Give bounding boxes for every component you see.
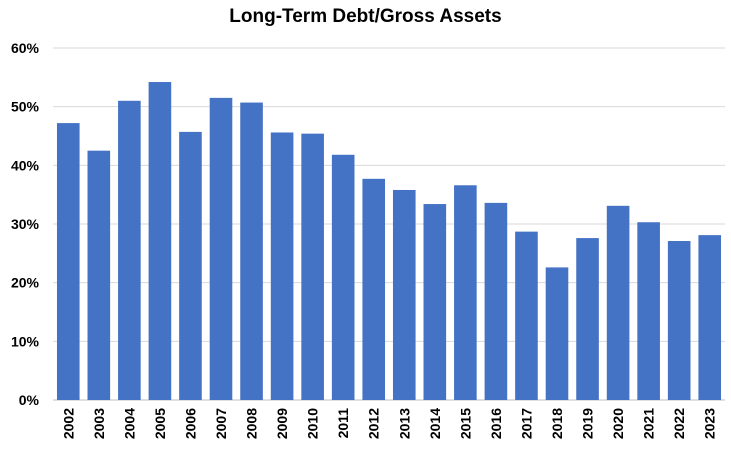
bar-2006 <box>179 131 202 401</box>
y-tick-label: 40% <box>11 157 40 173</box>
bar-2014 <box>423 204 447 400</box>
bar-2016 <box>484 202 508 400</box>
x-tick-label: 2015 <box>457 408 473 439</box>
x-axis-ticks: 2002 2003 2004 2005 2006 2007 2008 2009 2010 2011… <box>60 408 717 439</box>
x-tick-label: 2012 <box>366 408 382 439</box>
x-tick-label: 2020 <box>610 408 626 439</box>
bar-2019 <box>576 238 599 400</box>
bar-2003 <box>87 150 111 400</box>
y-axis-ticks: 0% 10% 20% 30% 40% 50% 60% <box>11 40 40 408</box>
x-tick-label: 2013 <box>396 408 412 439</box>
y-tick-label: 30% <box>11 216 40 232</box>
x-tick-label: 2005 <box>152 408 168 439</box>
y-tick-label: 50% <box>11 99 40 115</box>
bar-2005 <box>148 82 172 400</box>
x-tick-label: 2014 <box>427 408 443 439</box>
x-tick-label: 2018 <box>549 408 565 439</box>
x-tick-label: 2009 <box>274 408 290 439</box>
y-tick-label: 0% <box>19 392 40 408</box>
y-tick-label: 60% <box>11 40 40 56</box>
bar-2004 <box>118 100 141 401</box>
y-tick-label: 10% <box>11 333 40 349</box>
bar-2022 <box>667 241 691 400</box>
x-tick-label: 2008 <box>244 408 260 439</box>
bar-2010 <box>301 133 324 401</box>
x-tick-label: 2010 <box>305 408 321 439</box>
x-tick-label: 2004 <box>121 408 137 439</box>
bar-2002 <box>56 123 80 401</box>
x-tick-label: 2007 <box>213 408 229 439</box>
chart-title: Long-Term Debt/Gross Assets <box>229 6 502 27</box>
y-tick-label: 20% <box>11 275 40 291</box>
x-tick-label: 2016 <box>488 408 504 439</box>
bar-2015 <box>454 185 477 400</box>
bar-2008 <box>240 102 263 400</box>
bar-2013 <box>392 189 416 400</box>
bar-2021 <box>637 222 660 400</box>
x-tick-label: 2017 <box>518 408 534 439</box>
bars <box>56 82 722 401</box>
x-tick-label: 2023 <box>702 408 718 439</box>
x-tick-label: 2002 <box>60 408 76 439</box>
bar-2011 <box>331 154 355 400</box>
bar-2007 <box>209 97 233 400</box>
x-tick-label: 2011 <box>335 408 351 439</box>
bar-2009 <box>270 132 294 401</box>
bar-2018 <box>545 267 569 400</box>
bar-2020 <box>606 205 630 400</box>
x-tick-label: 2006 <box>182 408 198 439</box>
bar-2017 <box>515 231 538 400</box>
x-tick-label: 2022 <box>671 408 687 439</box>
bar-2023 <box>698 235 722 400</box>
x-tick-label: 2019 <box>580 408 596 439</box>
bar-2012 <box>362 178 386 400</box>
x-tick-label: 2003 <box>91 408 107 439</box>
x-tick-label: 2021 <box>641 408 657 439</box>
